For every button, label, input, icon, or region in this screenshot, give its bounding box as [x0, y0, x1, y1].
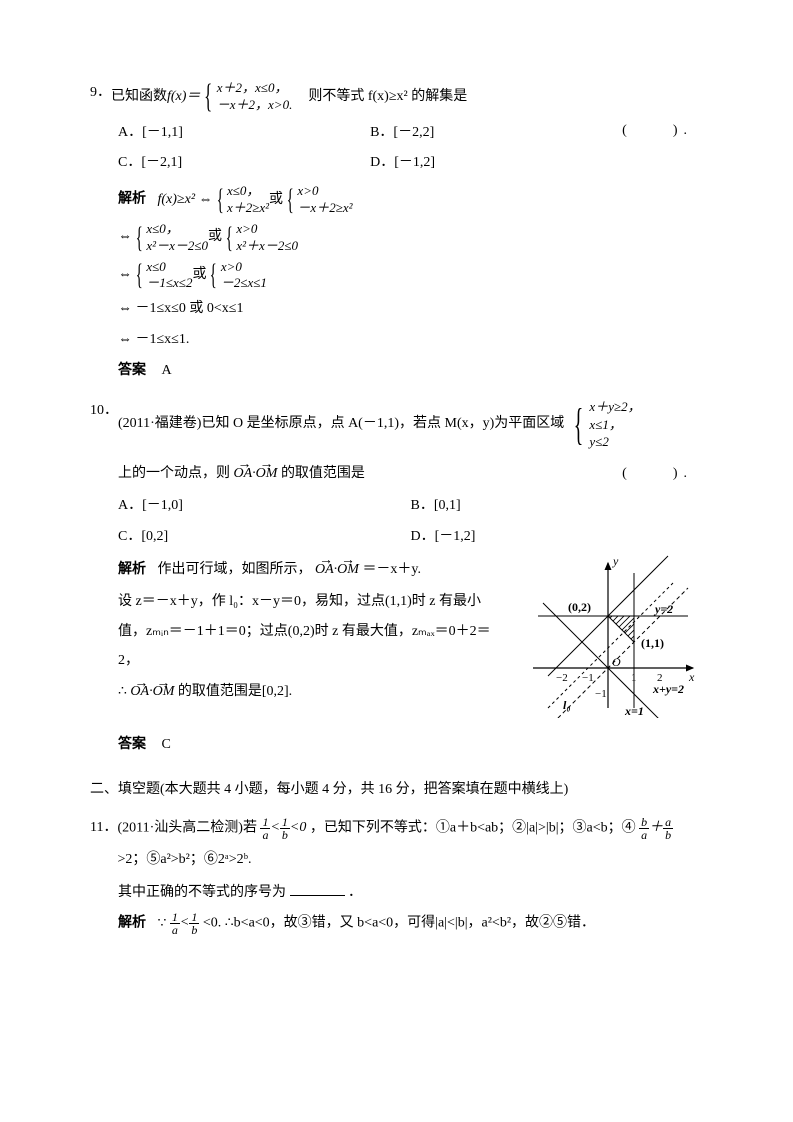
q10-options: A．[－1,0] B．[0,1] C．[0,2] D．[－1,2]: [118, 491, 703, 552]
q9-s3c2: －2≤x≤1: [221, 275, 267, 292]
q9-stem-before: 已知函数: [111, 84, 167, 111]
q9-s1b2: x＋2≥x²: [227, 200, 269, 217]
q10-sol3b: 的取值范围是[0,2].: [178, 684, 292, 699]
q10-sys1: x＋y≥2，: [589, 398, 640, 416]
vec-oa-om-3: → → OA·OM: [130, 679, 174, 706]
q11-stem: 11． (2011·汕头高二检测)若 1a < 1b <0 ，已知下列不等式：①…: [90, 813, 703, 875]
q9-fx: f(x)＝: [167, 84, 200, 111]
q9-number: 9．: [90, 80, 111, 107]
question-9: 9． 已知函数 f(x)＝ { x＋2，x≤0， －x＋2，x>0. 则不等式 …: [90, 80, 703, 384]
section-2-title: 二、填空题(本大题共 4 小题，每小题 4 分，共 16 分，把答案填在题中横线…: [90, 777, 703, 804]
q9-s4: ⇔ －1≤x≤0 或 0<x≤1: [118, 296, 703, 323]
q9-s3b1: x≤0: [146, 259, 192, 276]
svg-text:y: y: [612, 554, 619, 568]
q10-answer: C: [162, 737, 171, 752]
q10-opt-a: A．[－1,0]: [118, 493, 411, 520]
or-text-3: 或: [192, 262, 206, 289]
q10-opt-b: B．[0,1]: [411, 493, 704, 520]
q10-stem: 10． (2011·福建卷)已知 O 是坐标原点，点 A(－1,1)，若点 M(…: [90, 398, 703, 451]
svg-text:y=2: y=2: [653, 602, 673, 616]
svg-text:(0,2): (0,2): [568, 600, 591, 614]
svg-text:O: O: [612, 655, 621, 669]
svg-text:1: 1: [631, 672, 637, 684]
q10-solution: 解析 作出可行域，如图所示， → → OA·OM ＝－x＋y. 设 z＝－x＋y…: [118, 553, 703, 729]
svg-text:−1: −1: [582, 672, 594, 684]
q10-opt-c: C．[0,2]: [118, 524, 411, 551]
q9-stem-after: 则不等式 f(x)≥x² 的解集是: [308, 84, 467, 111]
q9-opt-c: C．[－2,1]: [118, 150, 370, 177]
answer-label: 答案: [118, 363, 146, 378]
q11-sol1b: <0. ∴b<a<0，故③错，又 b<a<0，可得|a|<|b|，a²<b²，故…: [203, 916, 595, 931]
answer-blank[interactable]: [290, 881, 345, 896]
svg-text:x: x: [688, 670, 695, 684]
q10-sol1b: ＝－x＋y.: [362, 562, 421, 577]
svg-text:x=1: x=1: [624, 704, 644, 718]
question-11: 11． (2011·汕头高二检测)若 1a < 1b <0 ，已知下列不等式：①…: [90, 813, 703, 937]
q10-sys3: y≤2: [589, 433, 640, 451]
q9-opt-d: D．[－1,2]: [370, 150, 622, 177]
q9-options: A．[－1,1] B．[－2,2] C．[－2,1] D．[－1,2]: [118, 118, 622, 179]
q11-sol1a: ∵: [158, 916, 167, 931]
q10-stem1: (2011·福建卷)已知 O 是坐标原点，点 A(－1,1)，若点 M(x，y)…: [118, 411, 564, 438]
q11-stem3: >2；⑤a²>b²；⑥2ᵃ>2ᵇ.: [117, 852, 251, 867]
q10-graph: −2 −1 1 2 −1 O x y (0,2) (1,1) y=2 x+y=2…: [513, 553, 703, 729]
q9-s5: ⇔ －1≤x≤1.: [118, 327, 703, 354]
q9-s2c1: x>0: [236, 221, 298, 238]
q10-sol3a: ∴: [118, 684, 127, 699]
svg-text:l₀: l₀: [563, 698, 571, 712]
q9-s1c2: －x＋2≥x²: [297, 200, 352, 217]
q10-stem2b: 的取值范围是: [281, 466, 365, 481]
q11-stem1: (2011·汕头高二检测)若: [117, 821, 256, 836]
q9-paren: ( ).: [622, 118, 693, 145]
q9-s3c1: x>0: [221, 259, 267, 276]
q9-opt-b: B．[－2,2]: [370, 120, 622, 147]
or-text: 或: [269, 187, 283, 214]
vec-oa-om: → → OA·OM: [234, 461, 278, 488]
q9-stem: 9． 已知函数 f(x)＝ { x＋2，x≤0， －x＋2，x>0. 则不等式 …: [90, 80, 703, 114]
q9-solution: 解析 f(x)≥x² ⇔ { x≤0， x＋2≥x² 或 { x>0 －x＋2≥…: [118, 183, 703, 217]
q9-s2c2: x²＋x－2≤0: [236, 238, 298, 255]
q10-opt-d: D．[－1,2]: [411, 524, 704, 551]
or-text-2: 或: [208, 224, 222, 251]
q9-s1a: f(x)≥x² ⇔: [158, 187, 213, 214]
q10-sol1: 作出可行域，如图所示，: [158, 562, 312, 577]
q9-opt-a: A．[－1,1]: [118, 120, 370, 147]
q10-number: 10．: [90, 398, 118, 425]
svg-text:−1: −1: [595, 688, 607, 700]
solution-label: 解析: [118, 916, 146, 931]
q9-s2b2: x²－x－2≤0: [146, 238, 208, 255]
svg-text:x+y=2: x+y=2: [652, 682, 684, 696]
q9-piece2: －x＋2，x>0.: [217, 97, 293, 114]
vec-oa-om-2: → → OA·OM: [315, 557, 359, 584]
solution-label: 解析: [118, 562, 146, 577]
q11-number: 11．: [90, 813, 117, 844]
q10-sol2: 设 z＝－x＋y，作 l₀：x－y＝0，易知，过点(1,1)时 z 有最小值，z…: [118, 587, 503, 675]
q9-s1c1: x>0: [297, 183, 352, 200]
q11-stem2: ，已知下列不等式：①a＋b<ab；②|a|>|b|；③a<b；④: [310, 821, 636, 836]
solution-label: 解析: [118, 192, 146, 207]
q11-line2: 其中正确的不等式的序号为: [118, 885, 286, 900]
q9-answer: A: [162, 363, 172, 378]
q10-paren: ( ).: [622, 461, 693, 488]
q9-s3b2: －1≤x≤2: [146, 275, 192, 292]
svg-text:(1,1): (1,1): [641, 636, 664, 650]
q9-s2b1: x≤0，: [146, 221, 208, 238]
q10-stem2a: 上的一个动点，则: [118, 466, 230, 481]
q9-piece1: x＋2，x≤0，: [217, 80, 293, 97]
answer-label: 答案: [118, 737, 146, 752]
question-10: 10． (2011·福建卷)已知 O 是坐标原点，点 A(－1,1)，若点 M(…: [90, 398, 703, 759]
q11-period: ．: [348, 885, 362, 900]
q9-s1b1: x≤0，: [227, 183, 269, 200]
q10-sys2: x≤1，: [589, 416, 640, 434]
svg-text:−2: −2: [556, 672, 568, 684]
